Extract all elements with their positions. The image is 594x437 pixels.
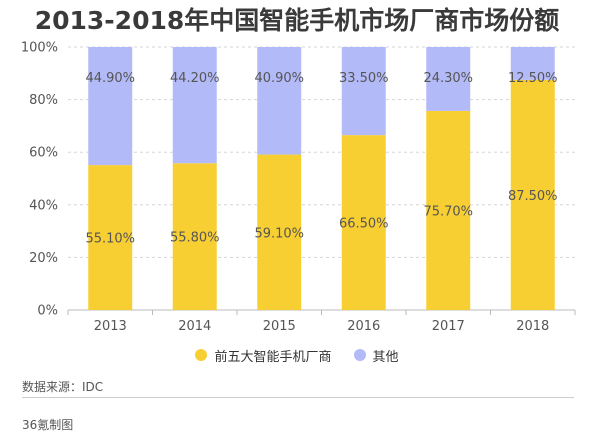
legend-label-top5: 前五大智能手机厂商 (214, 349, 332, 365)
y-tick-label: 0% (37, 304, 58, 319)
bar-segment (172, 47, 217, 164)
y-tick-label: 40% (29, 198, 58, 213)
bar-segment (257, 47, 302, 155)
chart-title: 2013-2018年中国智能手机市场厂商市场份额 (34, 6, 560, 35)
data-label: 33.50% (339, 71, 389, 86)
data-label: 75.70% (423, 204, 473, 219)
bar-segment (172, 163, 217, 310)
data-label: 55.10% (85, 232, 135, 247)
data-label: 87.50% (508, 189, 558, 204)
legend-swatch-others (353, 349, 366, 361)
y-tick-label: 100% (21, 41, 58, 56)
data-label: 44.90% (85, 71, 135, 86)
y-tick-label: 60% (29, 146, 58, 161)
bar-segment (510, 79, 555, 310)
x-tick-label: 2015 (263, 319, 296, 334)
footer-divider (22, 397, 574, 398)
data-label: 44.20% (170, 71, 220, 86)
bar-segment (341, 135, 386, 310)
chart-credit: 36氪制图 (22, 418, 74, 432)
legend-swatch-top5 (195, 349, 208, 361)
data-source-note: 数据来源：IDC (22, 380, 104, 394)
x-tick-label: 2013 (94, 319, 127, 334)
legend-item-others: 其他 (353, 346, 399, 365)
bar-segment (510, 47, 555, 80)
data-label: 24.30% (423, 71, 473, 86)
bar-segment (341, 47, 386, 136)
x-tick-label: 2018 (516, 319, 549, 334)
bar-segment (426, 47, 471, 111)
y-tick-label: 80% (29, 93, 58, 108)
data-label: 59.10% (254, 226, 304, 241)
data-label: 66.50% (339, 217, 389, 232)
x-tick-label: 2017 (432, 319, 465, 334)
data-label: 12.50% (508, 71, 558, 86)
bar-segment (426, 110, 471, 310)
bar-segment (257, 154, 302, 310)
legend-item-top5: 前五大智能手机厂商 (195, 346, 332, 365)
bar-segment (88, 47, 133, 166)
chart-legend: 前五大智能手机厂商 其他 (0, 344, 594, 366)
data-label: 55.80% (170, 231, 220, 246)
y-tick-label: 20% (29, 251, 58, 266)
bar-segment (88, 165, 133, 310)
x-tick-label: 2014 (178, 319, 211, 334)
legend-label-others: 其他 (372, 349, 399, 365)
x-tick-label: 2016 (347, 319, 380, 334)
data-label: 40.90% (254, 71, 304, 86)
